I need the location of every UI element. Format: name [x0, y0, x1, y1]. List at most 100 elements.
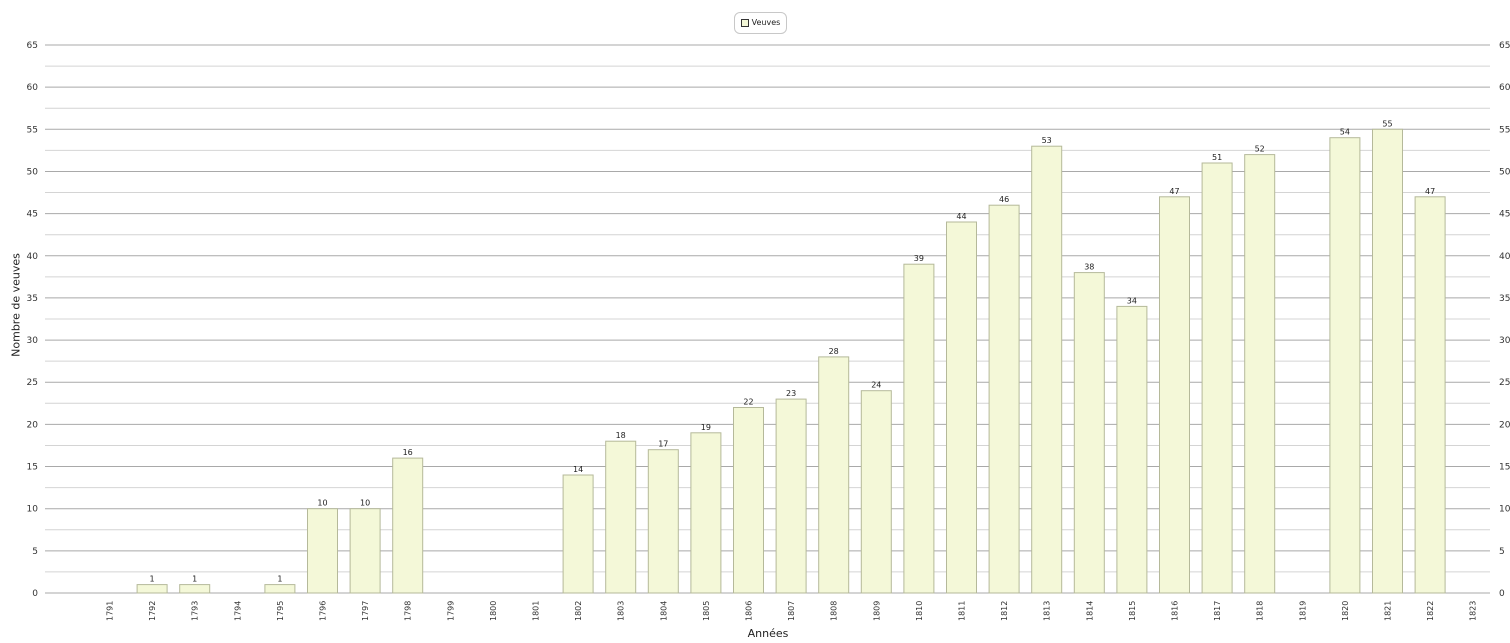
x-tick-label: 1791 — [106, 601, 115, 621]
x-axis-label: Années — [747, 627, 789, 640]
x-tick-label: 1823 — [1469, 601, 1478, 621]
data-label: 34 — [1127, 296, 1137, 305]
bar — [179, 584, 211, 594]
x-tick-label: 1805 — [702, 601, 711, 621]
x-tick-label: 1798 — [404, 601, 413, 621]
bar — [1159, 196, 1190, 594]
x-tick-label: 1819 — [1298, 601, 1307, 621]
y-tick-label-left: 60 — [27, 83, 39, 93]
data-label: 54 — [1340, 128, 1350, 137]
x-tick-label: 1808 — [830, 601, 839, 621]
bar — [818, 356, 850, 594]
x-tick-label: 1797 — [361, 601, 370, 621]
data-label: 10 — [317, 499, 327, 508]
y-tick-label-right: 0 — [1499, 589, 1505, 599]
x-tick-label: 1814 — [1085, 601, 1094, 621]
y-tick-label-right: 10 — [1499, 505, 1510, 515]
bar — [647, 449, 679, 594]
x-tick-label: 1806 — [745, 601, 754, 621]
bar — [988, 204, 1020, 594]
x-tick-label: 1794 — [233, 601, 242, 621]
bar — [562, 474, 594, 594]
x-tick-label: 1811 — [958, 601, 967, 621]
data-label: 1 — [192, 575, 197, 584]
y-tick-label-left: 30 — [27, 336, 39, 346]
bar — [136, 584, 168, 594]
x-tick-label: 1807 — [787, 601, 796, 621]
data-label: 1 — [150, 575, 155, 584]
data-label: 39 — [914, 254, 924, 263]
data-label: 22 — [743, 398, 753, 407]
x-tick-label: 1792 — [148, 601, 157, 621]
bar — [1073, 272, 1105, 594]
y-tick-label-left: 20 — [27, 420, 39, 430]
x-tick-label: 1813 — [1043, 601, 1052, 621]
y-tick-label-left: 40 — [27, 252, 39, 262]
data-label: 24 — [871, 381, 881, 390]
x-tick-label: 1818 — [1256, 601, 1265, 621]
x-tick-label: 1812 — [1000, 601, 1009, 621]
x-tick-label: 1799 — [446, 601, 455, 621]
bar — [1244, 154, 1276, 594]
y-tick-label-left: 35 — [27, 294, 38, 304]
bar — [1031, 145, 1063, 594]
x-tick-label: 1820 — [1341, 601, 1350, 621]
x-tick-label: 1802 — [574, 601, 583, 621]
data-label: 55 — [1382, 119, 1392, 128]
bar — [264, 584, 296, 594]
data-label: 17 — [658, 440, 668, 449]
y-tick-label-left: 50 — [27, 167, 39, 177]
y-tick-label-right: 35 — [1499, 294, 1510, 304]
data-label: 16 — [403, 448, 413, 457]
y-tick-label-right: 55 — [1499, 125, 1510, 135]
bar — [1329, 137, 1361, 594]
y-tick-label-left: 45 — [27, 210, 38, 220]
y-tick-label-left: 10 — [27, 505, 39, 515]
data-label: 51 — [1212, 153, 1222, 162]
y-tick-label-right: 20 — [1499, 420, 1510, 430]
bar — [1201, 162, 1233, 594]
y-tick-label-right: 15 — [1499, 463, 1510, 473]
bar — [690, 432, 722, 594]
x-tick-label: 1817 — [1213, 601, 1222, 621]
y-tick-label-left: 25 — [27, 378, 38, 388]
data-label: 14 — [573, 465, 583, 474]
data-label: 38 — [1084, 263, 1094, 272]
legend: Veuves — [734, 12, 787, 34]
data-label: 46 — [999, 195, 1009, 204]
bar — [903, 263, 935, 594]
x-tick-label: 1810 — [915, 601, 924, 621]
x-tick-label: 1803 — [617, 601, 626, 621]
x-tick-label: 1809 — [872, 601, 881, 621]
y-axis-label: Nombre de veuves — [9, 253, 23, 357]
data-label: 47 — [1169, 187, 1179, 196]
y-tick-label-right: 60 — [1499, 83, 1510, 93]
bar — [392, 457, 424, 594]
x-tick-label: 1822 — [1426, 601, 1435, 621]
x-tick-label: 1804 — [659, 601, 668, 621]
data-label: 10 — [360, 499, 370, 508]
data-label: 28 — [829, 347, 839, 356]
bar — [605, 440, 637, 594]
y-tick-label-right: 45 — [1499, 210, 1510, 220]
x-tick-label: 1795 — [276, 601, 285, 621]
data-label: 44 — [956, 212, 966, 221]
y-tick-label-left: 65 — [27, 41, 38, 51]
x-tick-label: 1800 — [489, 601, 498, 621]
data-label: 47 — [1425, 187, 1435, 196]
bar — [1116, 305, 1148, 594]
data-label: 52 — [1255, 145, 1265, 154]
x-tick-label: 1793 — [191, 601, 200, 621]
x-tick-label: 1796 — [319, 601, 328, 621]
data-label: 19 — [701, 423, 711, 432]
legend-swatch — [740, 19, 749, 27]
y-tick-label-right: 30 — [1499, 336, 1510, 346]
bar — [946, 221, 977, 594]
data-label: 53 — [1042, 136, 1052, 145]
bar — [775, 398, 807, 594]
y-tick-label-right: 5 — [1499, 547, 1505, 557]
data-label: 23 — [786, 389, 796, 398]
bar — [1414, 196, 1446, 594]
